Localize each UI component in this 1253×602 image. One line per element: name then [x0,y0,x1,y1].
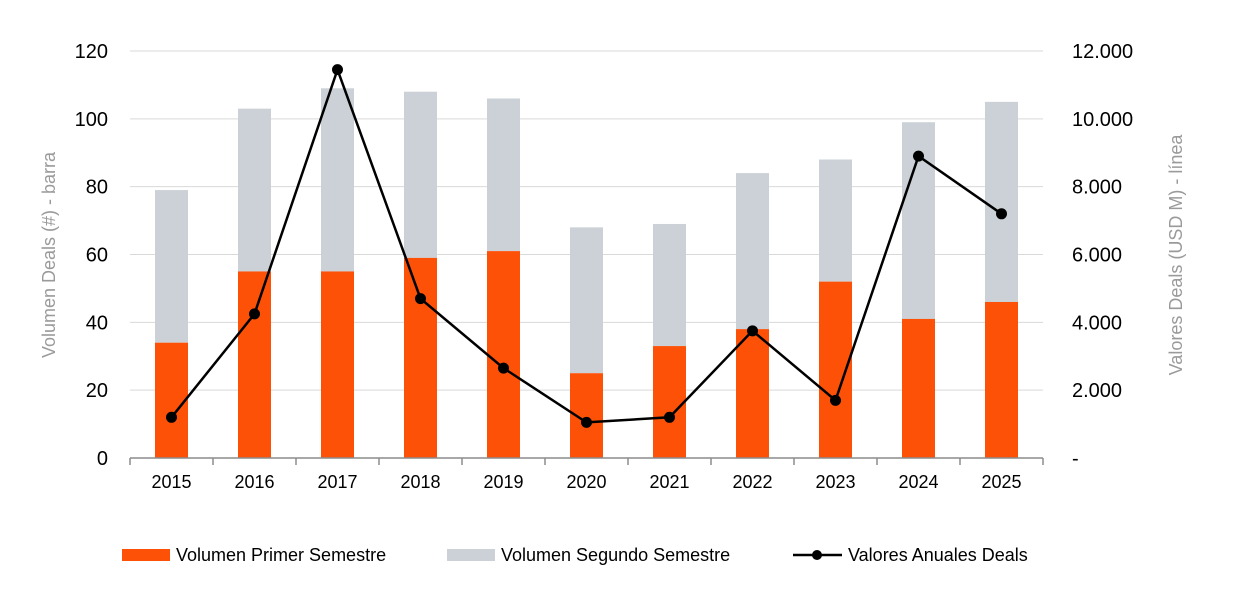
x-tick-label: 2020 [566,472,606,492]
y-tick-label: 0 [97,448,108,470]
point-valores-anuales-2025 [996,208,1007,220]
y-axis-right-ticks: - 2.000 4.000 6.000 8.000 10.000 12.000 [1072,41,1133,470]
line-series [166,64,1007,428]
x-tick-label: 2021 [649,472,689,492]
x-tick-label: 2015 [151,472,191,492]
x-tick-label: 2016 [234,472,274,492]
legend: Volumen Primer Semestre Volumen Segundo … [122,545,1028,565]
y2-tick-label: 6.000 [1072,245,1122,267]
bar-segundo-semestre-2022 [736,173,769,330]
bar-primer-semestre-2018 [404,257,437,458]
legend-swatch-primer-semestre [122,549,170,561]
x-tick-label: 2023 [815,472,855,492]
point-valores-anuales-2015 [166,411,177,423]
bar-primer-semestre-2016 [238,271,271,458]
bar-primer-semestre-2019 [487,251,520,458]
bar-segundo-semestre-2025 [985,101,1018,302]
bar-primer-semestre-2024 [902,318,935,458]
point-valores-anuales-2017 [332,64,343,76]
bar-primer-semestre-2025 [985,301,1018,458]
bar-primer-semestre-2017 [321,271,354,458]
y-tick-label: 80 [86,177,108,199]
bar-primer-semestre-2015 [155,342,188,458]
x-tick-label: 2022 [732,472,772,492]
legend-label-primer-semestre: Volumen Primer Semestre [176,545,386,565]
y-tick-label: 20 [86,380,108,402]
legend-swatch-segundo-semestre [447,549,495,561]
point-valores-anuales-2024 [913,150,924,162]
point-valores-anuales-2023 [830,394,841,406]
y2-tick-label: 10.000 [1072,109,1133,131]
bar-segundo-semestre-2020 [570,227,603,374]
bar-segundo-semestre-2018 [404,91,437,258]
y-tick-label: 40 [86,312,108,334]
y-tick-label: 120 [75,41,108,63]
x-tick-label: 2024 [898,472,938,492]
y2-tick-label: 12.000 [1072,41,1133,63]
legend-marker-valores-anuales [812,550,822,560]
y2-tick-label: 8.000 [1072,177,1122,199]
bar-segundo-semestre-2023 [819,159,852,282]
y2-tick-label: - [1072,448,1079,470]
x-tick-label: 2019 [483,472,523,492]
x-axis-ticks: 2015 2016 2017 2018 2019 2020 2021 2022 2023 2024… [151,472,1021,492]
y2-tick-label: 4.000 [1072,312,1122,334]
y2-tick-label: 2.000 [1072,380,1122,402]
point-valores-anuales-2022 [747,325,758,337]
point-valores-anuales-2018 [415,293,426,305]
bar-segundo-semestre-2017 [321,88,354,272]
legend-label-valores-anuales: Valores Anuales Deals [848,545,1028,565]
bar-primer-semestre-2022 [736,329,769,458]
point-valores-anuales-2021 [664,411,675,423]
y-tick-label: 100 [75,109,108,131]
legend-label-segundo-semestre: Volumen Segundo Semestre [501,545,730,565]
bar-segundo-semestre-2015 [155,190,188,343]
bars [155,88,1018,458]
point-valores-anuales-2016 [249,308,260,320]
bar-segundo-semestre-2016 [238,108,271,272]
x-axis [129,457,1044,465]
y-axis-left-ticks: 0 20 40 60 80 100 120 [75,41,108,470]
x-tick-label: 2025 [981,472,1021,492]
y-axis-right-title: Valores Deals (USD M) - línea [1166,134,1186,376]
bar-segundo-semestre-2021 [653,223,686,347]
x-tick-label: 2018 [400,472,440,492]
y-tick-label: 60 [86,245,108,267]
y-axis-left-title: Volumen Deals (#) - barra [39,151,59,358]
bar-segundo-semestre-2019 [487,98,520,252]
point-valores-anuales-2019 [498,362,509,374]
x-tick-label: 2017 [317,472,357,492]
point-valores-anuales-2020 [581,416,592,428]
bar-primer-semestre-2021 [653,346,686,458]
